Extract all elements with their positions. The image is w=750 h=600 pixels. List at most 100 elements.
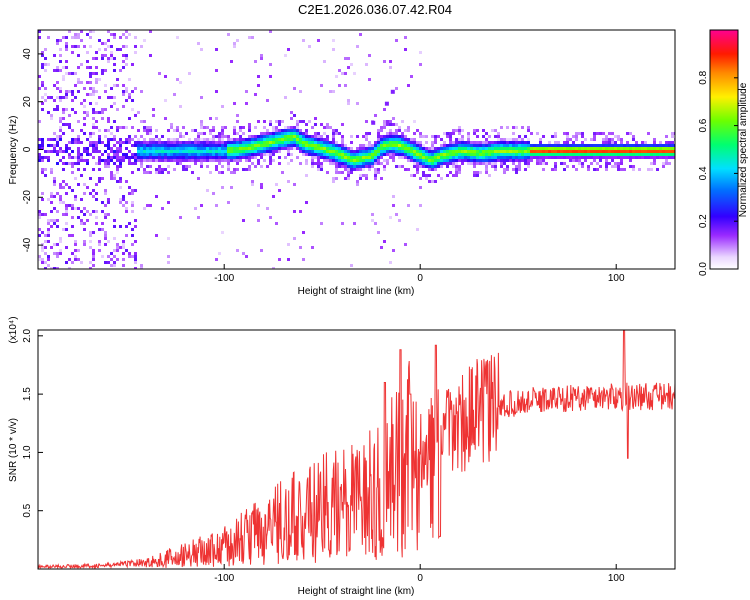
heatmap-cell <box>398 144 401 147</box>
heatmap-cell <box>272 147 275 150</box>
heatmap-cell <box>140 165 143 168</box>
heatmap-cell <box>215 156 218 159</box>
heatmap-cell <box>269 141 272 144</box>
heatmap-cell <box>617 156 620 159</box>
heatmap-cell <box>431 150 434 153</box>
heatmap-cell <box>131 138 134 141</box>
heatmap-cell <box>449 135 452 138</box>
snr-panel: -100 0 100 0.5 1.0 1.5 2.0 (x10⁴) Height… <box>8 316 676 597</box>
heatmap-cell <box>104 192 107 195</box>
heatmap-cell <box>188 138 191 141</box>
heatmap-cell <box>293 183 296 186</box>
heatmap-cell <box>41 159 44 162</box>
heatmap-cell <box>254 147 257 150</box>
heatmap-cell <box>575 132 578 135</box>
heatmap-cell <box>425 156 428 159</box>
heatmap-cell <box>614 165 617 168</box>
heatmap-cell <box>50 171 53 174</box>
heatmap-cell <box>440 150 443 153</box>
heatmap-cell <box>314 117 317 120</box>
heatmap-cell <box>71 99 74 102</box>
heatmap-cell <box>590 150 593 153</box>
heatmap-cell <box>503 144 506 147</box>
heatmap-cell <box>230 60 233 63</box>
heatmap-cell <box>635 156 638 159</box>
heatmap-cell <box>209 156 212 159</box>
heatmap-cell <box>350 147 353 150</box>
heatmap-cell <box>551 153 554 156</box>
heatmap-cell <box>92 195 95 198</box>
heatmap-cell <box>473 162 476 165</box>
heatmap-cell <box>41 213 44 216</box>
heatmap-cell <box>176 153 179 156</box>
heatmap-cell <box>590 156 593 159</box>
heatmap-cell <box>95 210 98 213</box>
heatmap-cell <box>290 153 293 156</box>
heatmap-cell <box>173 168 176 171</box>
heatmap-cell <box>392 159 395 162</box>
heatmap-cell <box>188 156 191 159</box>
heatmap-cell <box>410 147 413 150</box>
heatmap-cell <box>65 261 68 264</box>
heatmap-cell <box>299 138 302 141</box>
heatmap-cell <box>38 138 41 141</box>
heatmap-cell <box>512 141 515 144</box>
heatmap-cell <box>575 153 578 156</box>
heatmap-cell <box>335 141 338 144</box>
heatmap-cell <box>539 147 542 150</box>
heatmap-cell <box>311 246 314 249</box>
heatmap-cell <box>593 138 596 141</box>
heatmap-cell <box>425 165 428 168</box>
heatmap-cell <box>197 156 200 159</box>
heatmap-cell <box>260 135 263 138</box>
heatmap-cell <box>83 207 86 210</box>
heatmap-cell <box>452 144 455 147</box>
heatmap-cell <box>368 165 371 168</box>
heatmap-cell <box>113 84 116 87</box>
heatmap-cell <box>38 228 41 231</box>
heatmap-cell <box>392 117 395 120</box>
heatmap-cell <box>482 129 485 132</box>
heatmap-cell <box>74 255 77 258</box>
heatmap-cell <box>233 102 236 105</box>
heatmap-cell <box>287 147 290 150</box>
heatmap-cell <box>56 219 59 222</box>
heatmap-cell <box>371 153 374 156</box>
heatmap-cell <box>539 150 542 153</box>
heatmap-cell <box>203 138 206 141</box>
heatmap-cell <box>86 138 89 141</box>
heatmap-cell <box>200 147 203 150</box>
heatmap-cell <box>119 48 122 51</box>
heatmap-cell <box>269 156 272 159</box>
heatmap-cell <box>302 231 305 234</box>
heatmap-cell <box>245 102 248 105</box>
heatmap-cell <box>593 135 596 138</box>
heatmap-cell <box>107 255 110 258</box>
heatmap-cell <box>362 159 365 162</box>
heatmap-cell <box>110 132 113 135</box>
heatmap-cell <box>605 159 608 162</box>
heatmap-cell <box>485 147 488 150</box>
heatmap-cell <box>503 150 506 153</box>
heatmap-cell <box>128 156 131 159</box>
heatmap-cell <box>527 138 530 141</box>
heatmap-cell <box>116 258 119 261</box>
heatmap-cell <box>503 159 506 162</box>
heatmap-cell <box>281 129 284 132</box>
heatmap-cell <box>116 150 119 153</box>
heatmap-cell <box>410 141 413 144</box>
heatmap-cell <box>530 132 533 135</box>
heatmap-cell <box>59 183 62 186</box>
heatmap-cell <box>509 159 512 162</box>
heatmap-cell <box>608 162 611 165</box>
heatmap-cell <box>515 165 518 168</box>
heatmap-cell <box>287 243 290 246</box>
heatmap-cell <box>206 138 209 141</box>
heatmap-cell <box>68 30 71 33</box>
heatmap-cell <box>287 153 290 156</box>
heatmap-cell <box>50 219 53 222</box>
heatmap-cell <box>647 150 650 153</box>
heatmap-cell <box>317 165 320 168</box>
heatmap-cell <box>344 156 347 159</box>
heatmap-cell <box>122 126 125 129</box>
